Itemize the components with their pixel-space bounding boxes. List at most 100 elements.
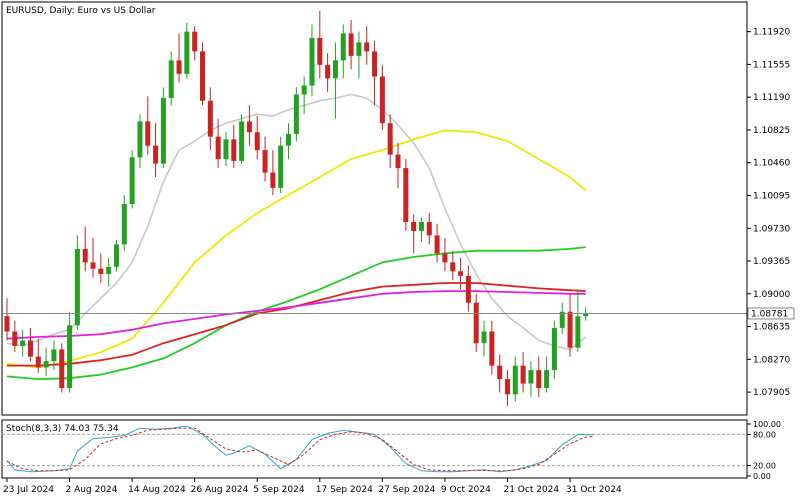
moving-average-line-2 xyxy=(6,129,587,369)
candle-body xyxy=(121,204,127,245)
candle-body xyxy=(43,361,49,368)
candle xyxy=(504,370,510,407)
candle xyxy=(286,123,292,160)
price-chart-title: EURUSD, Daily: Euro vs US Dollar xyxy=(6,6,156,16)
candle xyxy=(129,150,135,209)
candle xyxy=(395,142,401,188)
candle-body xyxy=(559,311,565,328)
candle-body xyxy=(551,327,557,371)
candle-body xyxy=(278,145,284,188)
candle-body xyxy=(403,168,409,222)
candle-body xyxy=(129,157,135,205)
main-price-pane: EURUSD, Daily: Euro vs US Dollar xyxy=(1,1,748,416)
candle xyxy=(551,320,557,380)
candle xyxy=(489,320,495,375)
candle-body xyxy=(4,316,10,332)
candle xyxy=(137,114,143,169)
candle-body xyxy=(200,51,205,101)
moving-average-line-5 xyxy=(6,290,586,340)
candle-body xyxy=(489,331,495,366)
candle-body xyxy=(520,365,526,384)
current-price-label: 1.08781 xyxy=(751,309,788,319)
candle-body xyxy=(340,33,346,61)
candle-body xyxy=(418,221,424,231)
candle xyxy=(184,22,190,79)
date-tick-label: 26 Aug 2024 xyxy=(191,485,249,495)
candle xyxy=(293,87,299,142)
candle-body xyxy=(51,349,57,362)
stoch-lines xyxy=(6,425,594,473)
price-tick-label: 1.09730 xyxy=(753,224,790,234)
candle xyxy=(67,311,73,393)
candle xyxy=(176,33,182,83)
stoch-tick-label: 0.00 xyxy=(753,472,771,481)
candle-body xyxy=(325,64,331,79)
stoch-signal-line xyxy=(6,427,594,472)
candle xyxy=(450,250,456,281)
candle xyxy=(520,352,526,393)
candle xyxy=(106,257,112,287)
candle-body xyxy=(442,253,448,263)
candle xyxy=(246,105,252,146)
candle-body xyxy=(192,31,198,52)
candle-body xyxy=(82,248,88,263)
date-tick-label: 9 Oct 2024 xyxy=(441,485,491,495)
candle xyxy=(309,24,315,97)
candle xyxy=(434,223,440,263)
candle xyxy=(317,10,323,79)
candle-body xyxy=(106,266,112,275)
moving-averages xyxy=(6,93,587,381)
candle-body xyxy=(567,311,573,348)
candle xyxy=(145,96,151,155)
candle-body xyxy=(74,248,80,326)
candle xyxy=(90,238,96,278)
candle-body xyxy=(458,271,464,276)
stoch-tick-label: 20.00 xyxy=(753,462,776,471)
candle-body xyxy=(504,379,510,395)
date-tick-label: 31 Oct 2024 xyxy=(566,485,622,495)
date-tick-label: 27 Sep 2024 xyxy=(378,485,435,495)
candle-body xyxy=(536,370,542,389)
candle-body xyxy=(348,33,354,56)
candle-body xyxy=(395,154,401,169)
candle-body xyxy=(497,365,503,380)
candle-body xyxy=(317,37,323,65)
candle xyxy=(35,338,41,373)
candle-body xyxy=(332,60,338,79)
candle-body xyxy=(528,370,534,384)
candle xyxy=(153,123,159,178)
date-tick-label: 17 Sep 2024 xyxy=(316,485,373,495)
candle-body xyxy=(113,244,119,267)
price-y-axis: 1.11920 1.11555 1.11190 1.10825 1.10460 1.100… xyxy=(746,2,790,415)
candle xyxy=(325,53,331,92)
candle-body xyxy=(35,356,41,368)
candle xyxy=(215,118,221,169)
candle xyxy=(528,361,534,398)
candle xyxy=(200,42,205,106)
candle-body xyxy=(153,145,159,164)
date-tick-label: 21 Oct 2024 xyxy=(503,485,559,495)
candle-body xyxy=(254,132,260,151)
candle xyxy=(442,238,448,272)
candle xyxy=(403,159,409,231)
current-price-tag: 1.08781 xyxy=(747,307,795,320)
candle-body xyxy=(20,340,26,346)
candle-body xyxy=(145,121,151,146)
candle-body xyxy=(379,76,385,124)
candle-body xyxy=(356,42,362,56)
candle xyxy=(51,340,57,371)
candle xyxy=(536,356,542,398)
candle-body xyxy=(168,60,174,99)
candle xyxy=(121,195,127,251)
candle-body xyxy=(160,98,166,164)
candle xyxy=(497,354,503,393)
candle-body xyxy=(67,325,73,389)
candle xyxy=(254,116,260,160)
candle-body xyxy=(262,150,268,173)
candle-body xyxy=(27,340,33,357)
candle-body xyxy=(207,100,213,137)
candle-body xyxy=(98,268,104,275)
